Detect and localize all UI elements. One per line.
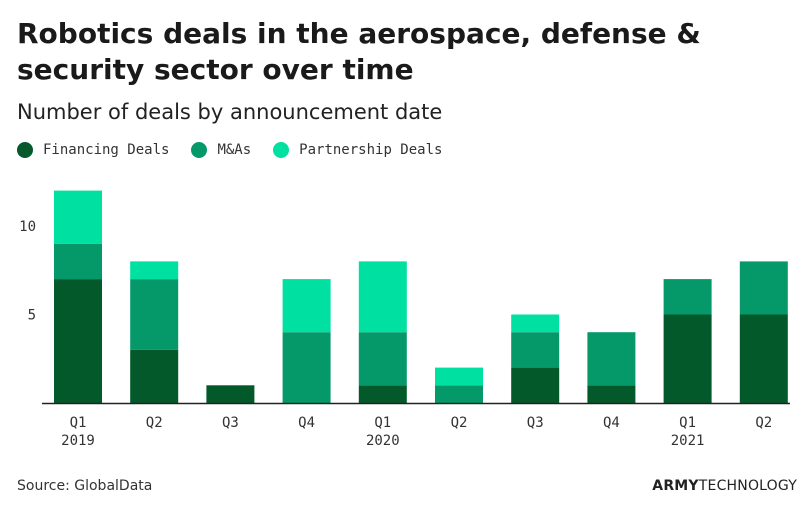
bar-segment-partnership — [54, 190, 102, 244]
legend-swatch-ma — [191, 142, 208, 158]
bar-segment-partnership — [435, 367, 483, 386]
bar-segment-ma — [739, 261, 788, 315]
brand-bold: ARMY — [652, 478, 699, 494]
stacked-bar-chart: 5 10 Q1 2019 Q2 Q3 Q4 Q1 2020 Q2 Q3 Q4 Q1 2021 Q2 — [19, 190, 790, 449]
x-tick-label: Q1 — [374, 415, 391, 431]
x-axis: Q1 2019 Q2 Q3 Q4 Q1 2020 Q2 Q3 Q4 Q1 2021 Q2 — [42, 402, 790, 449]
legend: Financing Deals M&As Partnership Deals — [17, 142, 464, 158]
bar-segment-partnership — [358, 261, 407, 333]
bar-segment-ma — [587, 332, 636, 386]
legend-swatch-partnership — [273, 142, 290, 158]
x-tick-label: Q2 — [755, 415, 772, 431]
bars-group — [54, 190, 788, 403]
bar-segment-financing — [739, 314, 788, 403]
bar-segment-partnership — [130, 261, 179, 280]
legend-label-partnership: Partnership Deals — [299, 142, 443, 158]
chart-title: Robotics deals in the aerospace, defense… — [17, 17, 701, 86]
y-tick-label: 10 — [19, 219, 36, 235]
bar-segment-partnership — [511, 314, 560, 333]
x-tick-label: Q1 — [70, 415, 87, 431]
brand-logo: ARMYTECHNOLOGY — [652, 478, 797, 494]
bar-segment-ma — [511, 332, 560, 368]
legend-item-ma: M&As — [191, 142, 251, 158]
chart-subtitle: Number of deals by announcement date — [17, 100, 443, 124]
bar-segment-financing — [358, 385, 407, 403]
x-tick-label: Q3 — [222, 415, 239, 431]
legend-item-financing: Financing Deals — [17, 142, 169, 158]
x-tick-label: Q2 — [451, 415, 468, 431]
legend-swatch-financing — [17, 142, 33, 158]
bar-segment-ma — [435, 385, 483, 403]
source-note: Source: GlobalData — [17, 478, 153, 494]
legend-label-financing: Financing Deals — [43, 142, 170, 158]
bar-segment-financing — [206, 385, 255, 403]
legend-item-partnership: Partnership Deals — [273, 142, 442, 158]
x-tick-label: Q2 — [146, 415, 163, 431]
x-tick-label: Q3 — [527, 415, 544, 431]
bar-segment-financing — [587, 385, 636, 403]
x-tick-year-label: 2021 — [671, 433, 705, 449]
legend-label-ma: M&As — [217, 142, 252, 158]
bar-segment-ma — [130, 279, 179, 350]
x-tick-label: Q1 — [679, 415, 696, 431]
brand-regular: TECHNOLOGY — [698, 478, 797, 494]
bar-segment-ma — [54, 243, 102, 280]
x-tick-year-label: 2019 — [61, 433, 95, 449]
x-tick-label: Q4 — [603, 415, 620, 431]
bar-segment-financing — [130, 349, 179, 403]
y-tick-label: 5 — [28, 308, 36, 324]
bar-segment-ma — [663, 279, 712, 315]
bar-segment-ma — [282, 332, 331, 403]
y-axis: 5 10 — [19, 219, 36, 324]
bar-segment-ma — [358, 332, 407, 386]
bar-segment-partnership — [282, 279, 331, 333]
bar-segment-financing — [54, 279, 102, 403]
bar-segment-financing — [511, 367, 560, 403]
bar-segment-financing — [663, 314, 712, 403]
x-tick-year-label: 2020 — [366, 433, 400, 449]
x-tick-label: Q4 — [298, 415, 315, 431]
